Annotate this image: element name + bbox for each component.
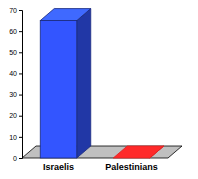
tick: 20: [9, 112, 22, 119]
bar-3d: [113, 146, 164, 158]
tick-mark: [19, 10, 22, 11]
category-label: Palestinians: [105, 162, 158, 172]
tick-label: 50: [9, 49, 17, 56]
tick-label: 0: [13, 155, 17, 162]
tick: 0: [13, 155, 22, 162]
x-axis: Israelis Palestinians: [43, 162, 158, 172]
y-axis: 0 10 20 30 40 50 60 70: [9, 7, 22, 162]
chart: 0 10 20 30 40 50 60 70 Israelis Palestinians: [0, 0, 198, 179]
tick: 70: [9, 7, 22, 14]
tick-mark: [19, 73, 22, 74]
bars: [40, 9, 164, 158]
tick-label: 70: [9, 7, 17, 14]
bar-top: [113, 146, 164, 158]
tick-mark: [19, 137, 22, 138]
tick: 30: [9, 91, 22, 98]
bar-side: [77, 9, 91, 158]
tick-mark: [19, 116, 22, 117]
tick-mark: [19, 31, 22, 32]
tick-mark: [19, 52, 22, 53]
category-label: Israelis: [43, 162, 74, 172]
tick-label: 10: [9, 134, 17, 141]
tick-label: 20: [9, 112, 17, 119]
tick: 60: [9, 28, 22, 35]
tick-label: 30: [9, 91, 17, 98]
tick: 40: [9, 70, 22, 77]
bar: [113, 158, 150, 159]
tick: 10: [9, 134, 22, 141]
tick: 50: [9, 49, 22, 56]
tick-mark: [19, 95, 22, 96]
tick-label: 60: [9, 28, 17, 35]
axis-line: [19, 11, 23, 159]
tick-label: 40: [9, 70, 17, 77]
tick-mark: [19, 158, 22, 159]
bar-top: [40, 9, 91, 21]
bar: [40, 21, 77, 158]
bar-3d: [40, 9, 91, 158]
